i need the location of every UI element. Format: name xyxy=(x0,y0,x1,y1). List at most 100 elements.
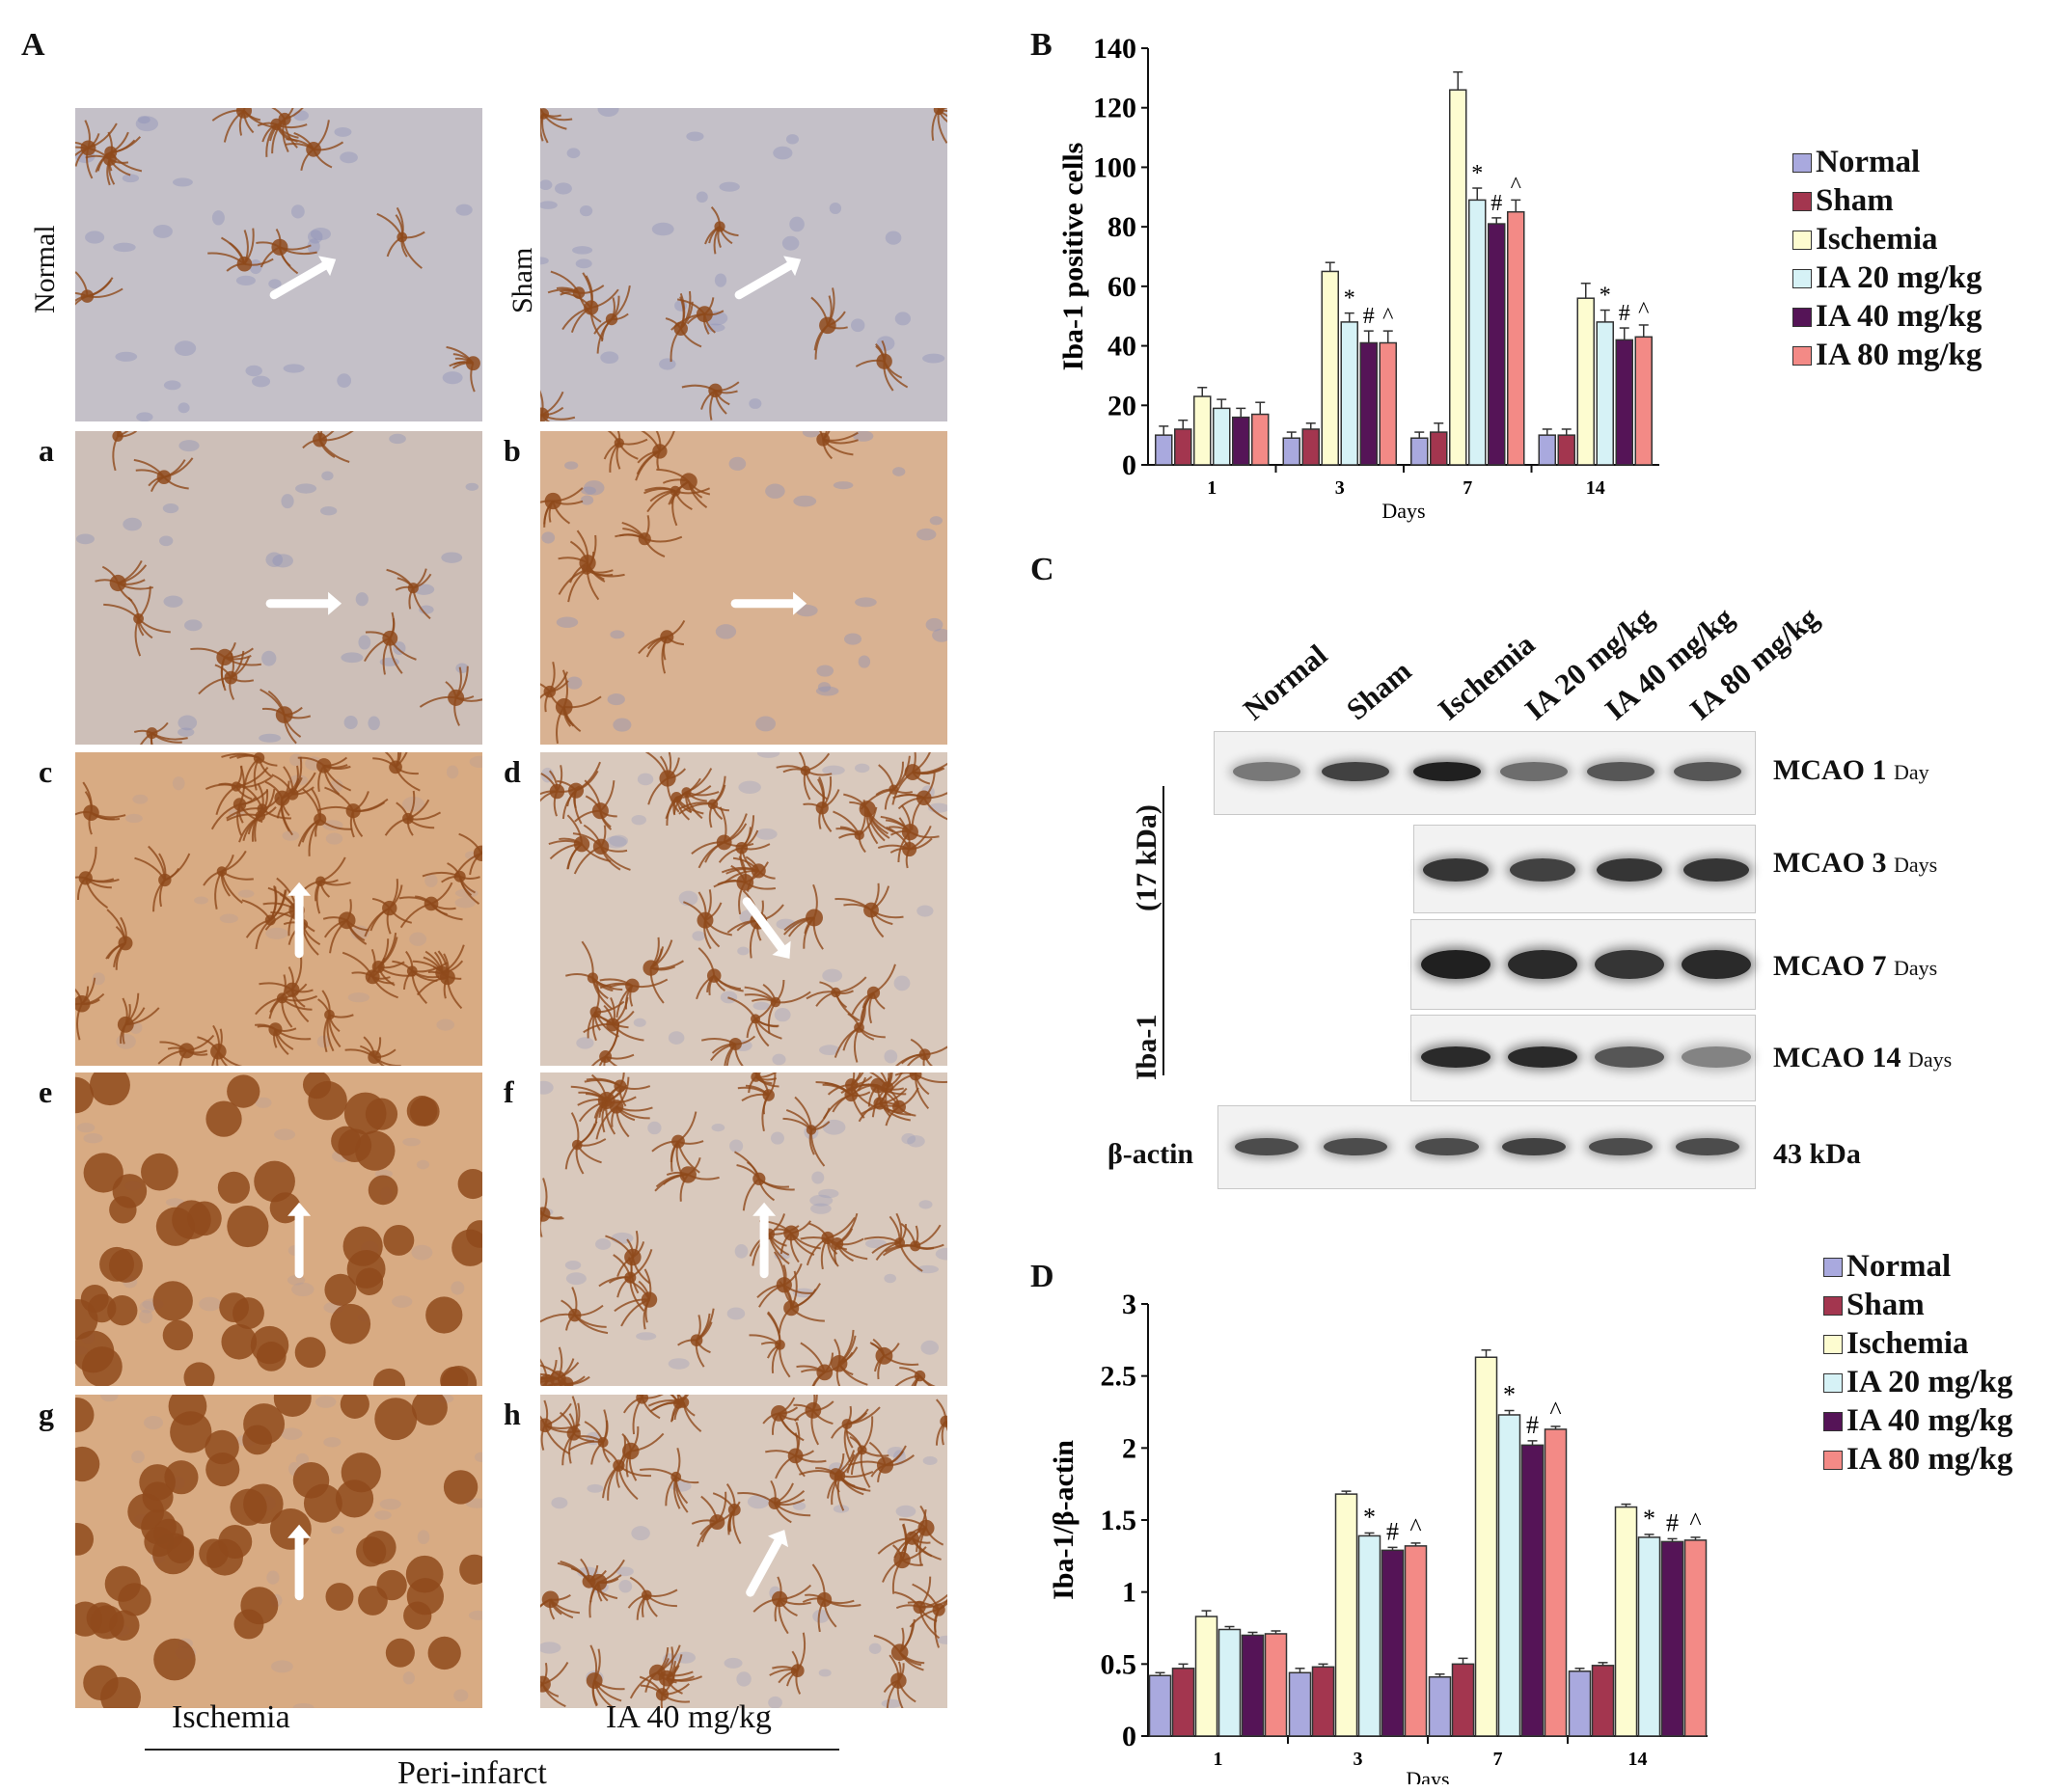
error-bar xyxy=(1155,1671,1165,1676)
error-bar xyxy=(1178,1663,1189,1669)
bar xyxy=(1379,341,1397,466)
error-bar xyxy=(1621,1503,1631,1507)
blot-band xyxy=(1413,762,1481,781)
bar xyxy=(1232,416,1250,466)
micrograph xyxy=(75,1072,482,1386)
bar xyxy=(1404,1545,1428,1737)
blot-band xyxy=(1595,1046,1664,1068)
significance-mark: # xyxy=(1666,1508,1679,1536)
x-tick-label: 14 xyxy=(1628,1749,1648,1770)
legend-label: Ischemia xyxy=(1816,222,1938,257)
legend-swatch xyxy=(1823,1257,1843,1277)
significance-mark: # xyxy=(1386,1517,1399,1545)
significance-mark: * xyxy=(1363,1503,1376,1531)
significance-mark: * xyxy=(1344,286,1355,312)
panel-label-d: D xyxy=(1030,1259,1054,1294)
bar xyxy=(1251,413,1270,466)
error-bar xyxy=(1600,309,1610,322)
micrograph-sublabel: a xyxy=(39,433,54,468)
error-bar xyxy=(1561,428,1572,436)
error-bar xyxy=(1255,401,1266,415)
legend-swatch xyxy=(1792,230,1812,250)
panel-label-a: A xyxy=(21,27,45,63)
error-bar xyxy=(1481,1349,1491,1358)
legend-label: IA 20 mg/kg xyxy=(1816,260,1983,295)
bar xyxy=(1468,199,1487,466)
legend-item: IA 40 mg/kg xyxy=(1792,299,1982,335)
blot-row-label-3: MCAO 3 Days xyxy=(1773,847,1938,879)
significance-mark: ^ xyxy=(1549,1397,1561,1425)
y-tick-label: 20 xyxy=(1108,390,1136,421)
legend-label: IA 20 mg/kg xyxy=(1846,1365,2013,1399)
blot-row-label-7: MCAO 7 Days xyxy=(1773,950,1938,982)
blot-strip-day1 xyxy=(1214,731,1756,815)
y-tick-label: 140 xyxy=(1093,33,1136,65)
error-bar xyxy=(1690,1536,1701,1540)
legend-swatch xyxy=(1792,268,1812,288)
x-axis-label: Days xyxy=(1406,1767,1449,1784)
error-bar xyxy=(1382,330,1393,343)
blot-bracket-line xyxy=(1162,786,1164,1075)
bar xyxy=(1591,1665,1615,1737)
blot-band xyxy=(1235,1138,1299,1155)
bar xyxy=(1301,428,1320,466)
caption-ischemia: Ischemia xyxy=(172,1699,290,1735)
significance-mark: * xyxy=(1471,161,1483,186)
bar xyxy=(1520,1444,1545,1737)
y-tick-label: 80 xyxy=(1108,211,1136,243)
bar xyxy=(1193,395,1212,466)
error-bar xyxy=(1410,1542,1421,1546)
blot-strip-actin xyxy=(1217,1105,1756,1189)
error-bar xyxy=(1667,1537,1678,1542)
bar xyxy=(1576,297,1595,466)
legend-swatch xyxy=(1792,152,1812,173)
bar xyxy=(1557,434,1575,466)
bar xyxy=(1544,1428,1568,1737)
blot-row-label-1: MCAO 1 Day xyxy=(1773,754,1929,786)
legend-item: Ischemia xyxy=(1792,222,1938,258)
chart-d: 0 0.5 1 1.5 2 2.5 3 1 3 7 14 Days Iba-1/β-actin * # ^ * #… xyxy=(1048,1289,1708,1784)
error-bar xyxy=(1644,1534,1654,1537)
error-bar xyxy=(1580,283,1591,299)
micrograph-sublabel: f xyxy=(504,1074,514,1109)
legend-label: IA 40 mg/kg xyxy=(1816,299,1983,334)
panel-label-c: C xyxy=(1030,552,1054,587)
blot-band xyxy=(1423,858,1489,882)
error-bar xyxy=(1159,425,1169,436)
y-axis-label: Iba-1 positive cells xyxy=(1057,143,1089,371)
significance-mark: # xyxy=(1490,191,1502,216)
blot-band xyxy=(1587,762,1654,781)
lane-label: Sham xyxy=(1339,653,1418,727)
error-bar xyxy=(1472,187,1483,201)
blot-band xyxy=(1674,762,1741,781)
x-tick-label: 3 xyxy=(1354,1749,1363,1770)
blot-band xyxy=(1510,858,1575,882)
bar xyxy=(1428,1676,1452,1737)
micrograph xyxy=(75,108,482,421)
legend-label: Normal xyxy=(1846,1249,1952,1284)
blot-iba-label: Iba-1 xyxy=(1131,1014,1162,1080)
error-bar xyxy=(1344,312,1354,322)
legend-item: Normal xyxy=(1823,1249,1951,1285)
bar xyxy=(1381,1549,1405,1737)
legend-swatch xyxy=(1792,345,1812,366)
blot-band xyxy=(1322,762,1389,781)
x-axis-label: Days xyxy=(1381,499,1425,523)
legend-label: IA 80 mg/kg xyxy=(1846,1442,2013,1477)
bar xyxy=(1410,437,1429,466)
blot-band xyxy=(1502,1138,1566,1155)
significance-mark: # xyxy=(1619,301,1630,326)
error-bar xyxy=(1318,1663,1328,1668)
legend-item: IA 40 mg/kg xyxy=(1823,1403,2012,1439)
bar xyxy=(1357,1534,1381,1737)
micrograph-sublabel: h xyxy=(504,1397,521,1431)
legend-swatch xyxy=(1792,191,1812,211)
error-bar xyxy=(1491,217,1502,225)
bar xyxy=(1497,1414,1521,1737)
bar xyxy=(1194,1616,1218,1737)
micrograph xyxy=(540,752,947,1066)
y-tick-label: 1 xyxy=(1122,1577,1136,1609)
significance-mark: * xyxy=(1503,1381,1516,1409)
error-bar xyxy=(1458,1657,1468,1665)
micrograph xyxy=(540,108,947,421)
